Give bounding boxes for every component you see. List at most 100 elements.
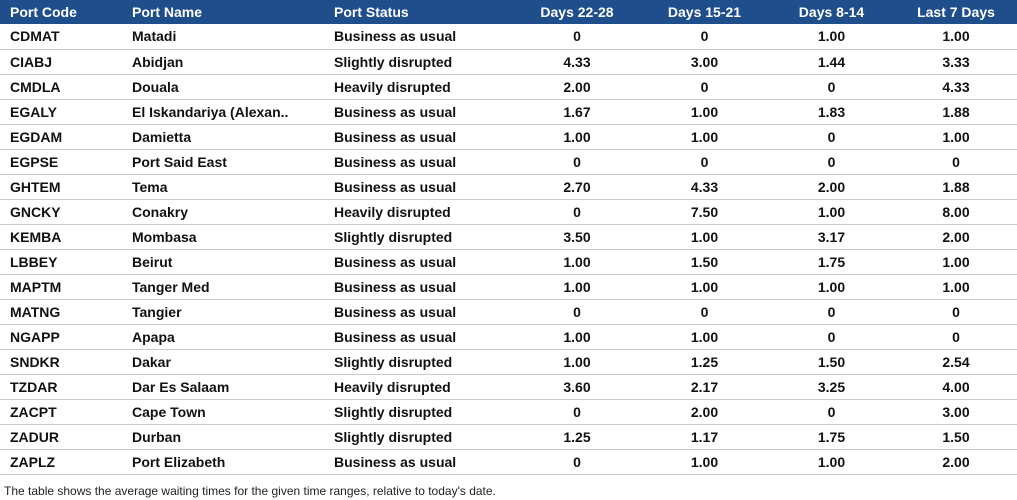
days-15-21-cell: 0 — [641, 149, 768, 175]
table-row[interactable]: CMDLA Douala Heavily disrupted 2.00 0 0 4.33 — [0, 74, 1017, 100]
table-row[interactable]: CDMAT Matadi Business as usual 0 0 1.00 1.00 — [0, 24, 1017, 50]
days-15-21-cell: 0 — [641, 74, 768, 100]
port-status-cell: Business as usual — [324, 124, 513, 150]
days-8-14-cell: 1.00 — [768, 274, 895, 300]
days-8-14-cell: 0 — [768, 124, 895, 150]
port-name-cell: Douala — [122, 74, 324, 100]
last-7-days-cell: 2.00 — [895, 449, 1017, 475]
days-22-28-cell: 3.60 — [513, 374, 641, 400]
days-22-28-cell: 1.00 — [513, 349, 641, 375]
port-status-cell: Heavily disrupted — [324, 199, 513, 225]
days-8-14-cell: 0 — [768, 324, 895, 350]
port-code-cell: EGALY — [0, 99, 122, 125]
last-7-days-cell: 8.00 — [895, 199, 1017, 225]
column-header-port-code[interactable]: Port Code — [10, 4, 77, 20]
days-8-14-cell: 1.00 — [768, 449, 895, 475]
days-15-21-cell: 1.50 — [641, 249, 768, 275]
days-22-28-cell: 0 — [513, 399, 641, 425]
port-name-cell: Matadi — [122, 24, 324, 50]
port-name-cell: Tanger Med — [122, 274, 324, 300]
column-header-port-name[interactable]: Port Name — [132, 4, 203, 20]
table-row[interactable]: ZAPLZ Port Elizabeth Business as usual 0 1.0… — [0, 449, 1017, 475]
days-15-21-cell: 4.33 — [641, 174, 768, 200]
last-7-days-cell: 1.50 — [895, 424, 1017, 450]
port-status-cell: Slightly disrupted — [324, 224, 513, 250]
table-row[interactable]: LBBEY Beirut Business as usual 1.00 1.50 1.75… — [0, 249, 1017, 275]
port-status-cell: Business as usual — [324, 299, 513, 325]
days-15-21-cell: 1.00 — [641, 224, 768, 250]
days-8-14-cell: 0 — [768, 399, 895, 425]
table-row[interactable]: EGPSE Port Said East Business as usual 0 0 0 0 — [0, 149, 1017, 175]
column-header-days-15-21[interactable]: Days 15-21 — [667, 4, 742, 20]
last-7-days-cell: 4.33 — [895, 74, 1017, 100]
last-7-days-cell: 4.00 — [895, 374, 1017, 400]
table-row[interactable]: GHTEM Tema Business as usual 2.70 4.33 2.00 1.… — [0, 174, 1017, 200]
days-15-21-cell: 2.17 — [641, 374, 768, 400]
days-8-14-cell: 1.75 — [768, 424, 895, 450]
days-22-28-cell: 0 — [513, 199, 641, 225]
table-row[interactable]: MATNG Tangier Business as usual 0 0 0 0 — [0, 299, 1017, 325]
port-status-cell: Business as usual — [324, 174, 513, 200]
port-code-cell: GHTEM — [0, 174, 122, 200]
table-row[interactable]: GNCKY Conakry Heavily disrupted 0 7.50 1.00 8.… — [0, 199, 1017, 225]
port-code-cell: ZADUR — [0, 424, 122, 450]
days-15-21-cell: 1.25 — [641, 349, 768, 375]
port-status-cell: Heavily disrupted — [324, 374, 513, 400]
port-code-cell: MATNG — [0, 299, 122, 325]
port-name-cell: Damietta — [122, 124, 324, 150]
days-22-28-cell: 2.00 — [513, 74, 641, 100]
table-row[interactable]: CIABJ Abidjan Slightly disrupted 4.33 3.00 1.… — [0, 49, 1017, 75]
port-code-cell: GNCKY — [0, 199, 122, 225]
port-code-cell: SNDKR — [0, 349, 122, 375]
table-row[interactable]: EGDAM Damietta Business as usual 1.00 1.00 0 1… — [0, 124, 1017, 150]
column-header-last-7-days[interactable]: Last 7 Days — [917, 4, 995, 20]
days-8-14-cell: 3.17 — [768, 224, 895, 250]
days-22-28-cell: 0 — [513, 449, 641, 475]
table-row[interactable]: MAPTM Tanger Med Business as usual 1.00 1.00… — [0, 274, 1017, 300]
last-7-days-cell: 3.33 — [895, 49, 1017, 75]
port-code-cell: CMDLA — [0, 74, 122, 100]
port-code-cell: CDMAT — [0, 24, 122, 50]
port-status-cell: Business as usual — [324, 324, 513, 350]
days-15-21-cell: 1.00 — [641, 274, 768, 300]
port-code-cell: CIABJ — [0, 49, 122, 75]
last-7-days-cell: 1.00 — [895, 274, 1017, 300]
table-header-row: Port Code Port Name Port Status Days 22-… — [0, 0, 1017, 24]
port-name-cell: Tema — [122, 174, 324, 200]
days-15-21-cell: 1.00 — [641, 99, 768, 125]
days-22-28-cell: 0 — [513, 299, 641, 325]
days-22-28-cell: 4.33 — [513, 49, 641, 75]
days-8-14-cell: 1.44 — [768, 49, 895, 75]
port-name-cell: Mombasa — [122, 224, 324, 250]
table-row[interactable]: SNDKR Dakar Slightly disrupted 1.00 1.25 1.50… — [0, 349, 1017, 375]
port-code-cell: MAPTM — [0, 274, 122, 300]
column-header-days-22-28[interactable]: Days 22-28 — [540, 4, 614, 20]
days-22-28-cell: 1.25 — [513, 424, 641, 450]
column-header-days-8-14[interactable]: Days 8-14 — [798, 4, 865, 20]
port-name-cell: Beirut — [122, 249, 324, 275]
days-8-14-cell: 1.75 — [768, 249, 895, 275]
days-8-14-cell: 0 — [768, 74, 895, 100]
days-22-28-cell: 1.00 — [513, 324, 641, 350]
days-22-28-cell: 0 — [513, 24, 641, 50]
last-7-days-cell: 0 — [895, 299, 1017, 325]
days-22-28-cell: 3.50 — [513, 224, 641, 250]
last-7-days-cell: 1.00 — [895, 249, 1017, 275]
days-15-21-cell: 1.17 — [641, 424, 768, 450]
port-name-cell: Apapa — [122, 324, 324, 350]
column-header-port-status[interactable]: Port Status — [334, 4, 409, 20]
table-row[interactable]: EGALY El Iskandariya (Alexan.. Business as… — [0, 99, 1017, 125]
last-7-days-cell: 0 — [895, 324, 1017, 350]
port-name-cell: Tangier — [122, 299, 324, 325]
port-name-cell: Port Said East — [122, 149, 324, 175]
table-row[interactable]: NGAPP Apapa Business as usual 1.00 1.00 0 0 — [0, 324, 1017, 350]
days-22-28-cell: 1.00 — [513, 274, 641, 300]
days-8-14-cell: 1.83 — [768, 99, 895, 125]
table-row[interactable]: TZDAR Dar Es Salaam Heavily disrupted 3.60 2… — [0, 374, 1017, 400]
last-7-days-cell: 1.00 — [895, 124, 1017, 150]
table-row[interactable]: KEMBA Mombasa Slightly disrupted 3.50 1.00 3.… — [0, 224, 1017, 250]
table-row[interactable]: ZACPT Cape Town Slightly disrupted 0 2.00 0 3.… — [0, 399, 1017, 425]
port-status-cell: Slightly disrupted — [324, 399, 513, 425]
table-row[interactable]: ZADUR Durban Slightly disrupted 1.25 1.17 1.7… — [0, 424, 1017, 450]
days-8-14-cell: 2.00 — [768, 174, 895, 200]
